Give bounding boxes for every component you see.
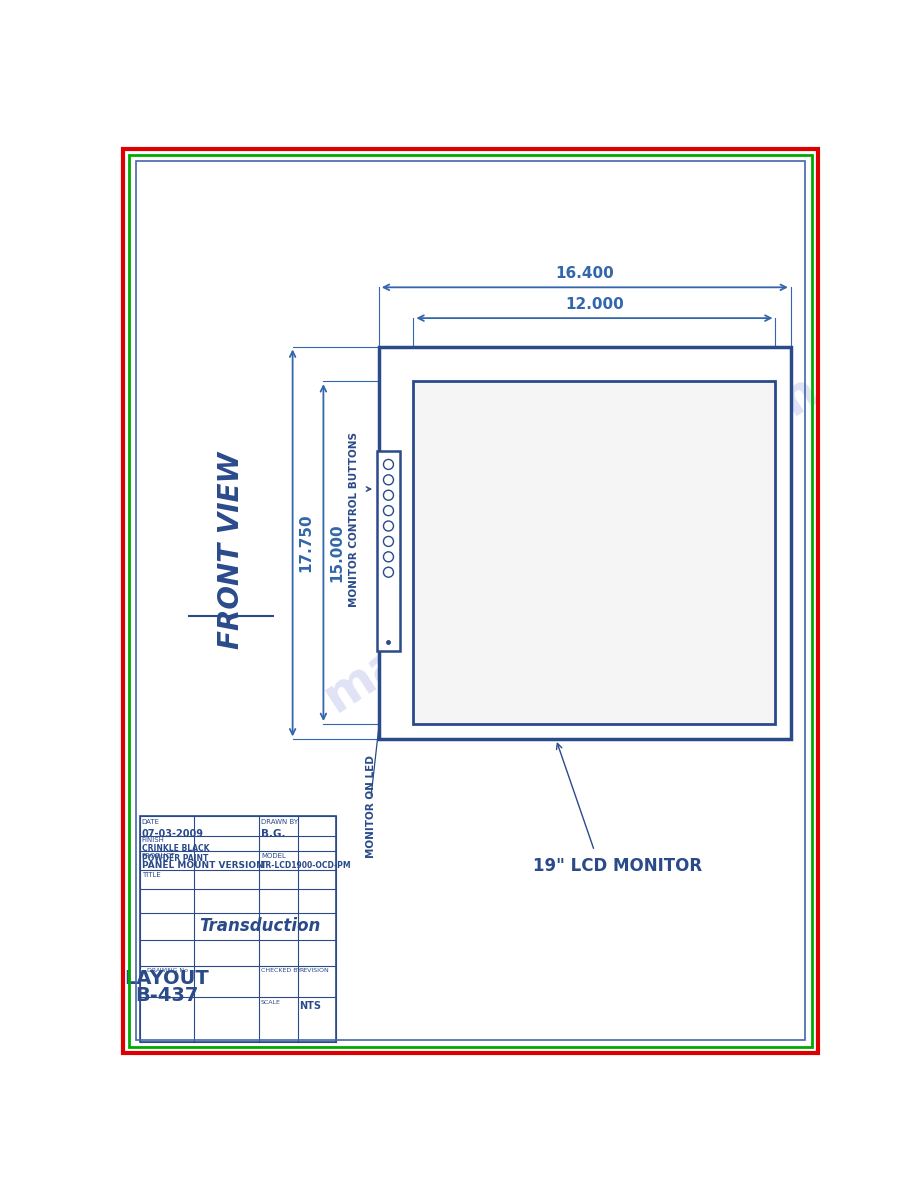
Text: CHECKED BY: CHECKED BY (261, 968, 301, 973)
Text: NTS: NTS (299, 1001, 321, 1011)
Text: ON/OFF SWITCH BUTTON: ON/OFF SWITCH BUTTON (480, 500, 490, 647)
Text: Transduction: Transduction (199, 917, 320, 935)
Text: MONITOR CONTROL BUTTONS: MONITOR CONTROL BUTTONS (349, 432, 359, 607)
Text: LAYOUT: LAYOUT (125, 968, 209, 987)
Circle shape (384, 551, 394, 562)
Text: 12.000: 12.000 (565, 297, 624, 312)
Text: TR-LCD1900-OCD-PM: TR-LCD1900-OCD-PM (261, 861, 352, 870)
Text: MODEL: MODEL (261, 853, 285, 859)
Text: REVISION: REVISION (299, 968, 330, 973)
Circle shape (384, 522, 394, 531)
Circle shape (384, 567, 394, 577)
Text: manualsarchive.com: manualsarchive.com (315, 365, 828, 721)
Text: 15.000: 15.000 (330, 523, 344, 582)
Text: SCALE: SCALE (261, 999, 281, 1005)
Circle shape (384, 475, 394, 485)
Bar (413, 381, 776, 723)
Circle shape (384, 537, 394, 546)
Text: PRODUCT: PRODUCT (141, 853, 175, 859)
Circle shape (384, 460, 394, 469)
Text: TITLE: TITLE (141, 872, 161, 878)
Text: DRAWN BY: DRAWN BY (261, 819, 298, 824)
Text: B-437: B-437 (136, 986, 199, 1005)
Text: MONITOR ON LED: MONITOR ON LED (366, 754, 376, 858)
Text: DRAWING No: DRAWING No (147, 968, 187, 973)
Text: DATE: DATE (141, 819, 160, 824)
Text: FINISH: FINISH (141, 838, 164, 843)
Text: PANEL MOUNT VERSION: PANEL MOUNT VERSION (141, 861, 263, 870)
Text: FRONT VIEW: FRONT VIEW (217, 453, 245, 650)
Bar (140, 816, 337, 1042)
Text: 17.750: 17.750 (298, 513, 314, 573)
Text: B.G.: B.G. (261, 829, 285, 840)
Text: CRINKLE BLACK
POWDER PAINT: CRINKLE BLACK POWDER PAINT (141, 843, 209, 864)
Text: 16.400: 16.400 (555, 266, 614, 282)
Bar (379, 347, 790, 739)
Circle shape (384, 506, 394, 516)
Text: 19" LCD MONITOR: 19" LCD MONITOR (533, 858, 702, 876)
Bar (376, 450, 400, 651)
Circle shape (384, 491, 394, 500)
Text: 07-03-2009: 07-03-2009 (141, 829, 204, 840)
